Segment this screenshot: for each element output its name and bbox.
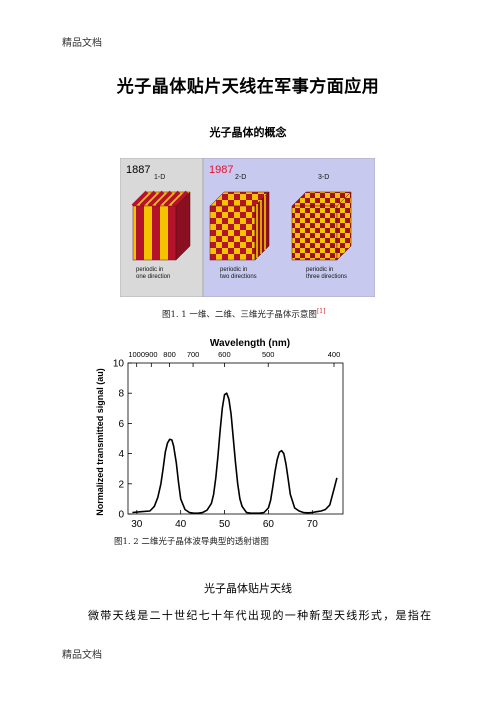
x-tick-label: 50	[219, 519, 231, 530]
body-paragraph: 微带天线是二十世纪七十年代出现的一种新型天线形式，是指在	[88, 609, 433, 622]
y-tick-label: 0	[118, 510, 124, 521]
chart-title: Wavelength (nm)	[210, 338, 290, 349]
figure2-caption: 图1. 2 二维光子晶体波导典型的透射谱图	[114, 537, 269, 547]
desc-1d-line1: periodic in	[136, 267, 163, 273]
photonic-crystal-figure: 1887 1-D 1987 2-D 3-D periodic in one di…	[120, 158, 375, 297]
label-1d: 1-D	[154, 174, 165, 181]
x-tick-label: 70	[307, 519, 319, 530]
top-tick-label: 900	[145, 350, 158, 359]
y-axis-label: Normalized transmitted signal (au)	[95, 368, 105, 516]
desc-3d-line1: periodic in	[306, 267, 333, 273]
x-tick-label: 60	[263, 519, 275, 530]
x-tick-label: 40	[175, 519, 187, 530]
y-tick-label: 6	[118, 419, 124, 430]
desc-1d-line2: one direction	[136, 274, 170, 280]
top-tick-label: 500	[262, 350, 275, 359]
section-subtitle: 光子晶体的概念	[209, 126, 287, 139]
top-tick-label: 800	[163, 350, 176, 359]
top-tick-label: 600	[218, 350, 231, 359]
desc-3d-line2: three directions	[306, 274, 347, 280]
figure1-caption-text: 图1. 1 一维、二维、三维光子晶体示意图	[162, 310, 317, 320]
top-tick-label: 400	[328, 350, 341, 359]
desc-2d-line1: periodic in	[220, 267, 247, 273]
x-tick-label: 30	[131, 519, 143, 530]
figure1-caption: 图1. 1 一维、二维、三维光子晶体示意图[1]	[162, 308, 325, 320]
figure1-caption-ref: [1]	[316, 308, 326, 316]
document-title: 光子晶体贴片天线在军事方面应用	[116, 77, 380, 97]
label-3d: 3-D	[318, 174, 329, 181]
transmission-spectrum-chart: Wavelength (nm) Normalized transmitted s…	[95, 338, 344, 530]
year-1887: 1887	[126, 164, 150, 176]
y-tick-label: 10	[113, 359, 125, 370]
y-tick-label: 4	[118, 449, 124, 460]
cube-3d	[291, 191, 352, 261]
plot-frame	[127, 362, 344, 515]
page-footer: 精品文档	[62, 650, 102, 661]
y-tick-label: 8	[118, 389, 124, 400]
label-2d: 2-D	[235, 174, 246, 181]
year-1987: 1987	[209, 164, 233, 176]
section-heading: 光子晶体贴片天线	[204, 582, 292, 595]
page-header: 精品文档	[62, 38, 102, 49]
cube-1d	[131, 190, 191, 261]
top-tick-label: 700	[187, 350, 200, 359]
desc-2d-line2: two directions	[220, 274, 257, 280]
cube-2d	[209, 191, 270, 261]
transmission-series-line	[132, 392, 338, 514]
y-tick-label: 2	[118, 479, 124, 490]
top-tick-label: 1000	[128, 350, 145, 359]
